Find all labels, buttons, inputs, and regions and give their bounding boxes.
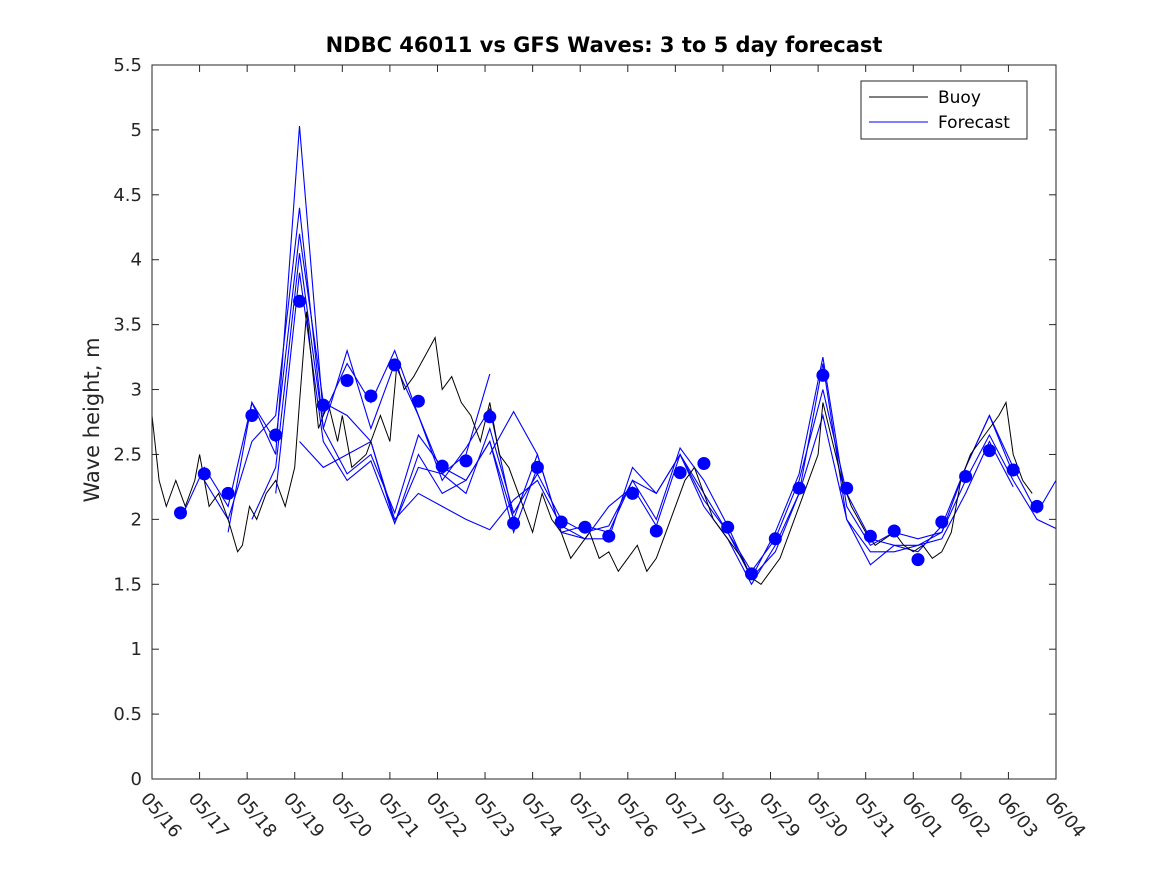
legend-box [860,80,1028,140]
forecast-point [649,524,663,538]
y-tick-label: 0 [131,769,142,790]
forecast-point [340,374,354,387]
forecast-point [1006,463,1020,477]
forecast-point [602,529,616,543]
forecast-point [435,459,449,473]
buoy-line [151,311,1033,585]
forecast-point [745,567,758,581]
forecast-point [840,481,854,495]
forecast-point [459,454,473,468]
forecast-point [626,486,639,500]
y-tick-label: 4.5 [113,185,142,206]
forecast-point [935,515,949,529]
forecast-point [982,444,996,458]
forecast-point [911,553,925,567]
plot-frame [151,64,1057,780]
legend-forecast-label: Forecast [938,113,1010,133]
forecast-point [697,457,711,470]
plot-area [152,65,1056,779]
y-tick-label: 4 [131,250,142,271]
y-tick-label: 5.5 [113,55,142,76]
forecast-point [316,398,330,412]
forecast-point [673,466,687,480]
forecast-point [364,389,378,403]
forecast-point [887,524,901,538]
legend-buoy-label: Buoy [938,88,981,108]
y-tick-label: 3.5 [113,315,142,336]
forecast-line [203,207,515,521]
y-tick-label: 0.5 [113,704,142,725]
forecast-point [816,368,830,382]
forecast-point [411,394,425,408]
forecast-point [507,516,521,530]
forecast-point [863,529,877,543]
forecast-point [197,467,211,481]
y-tick-label: 1.5 [113,574,142,595]
chart-title: NDBC 46011 vs GFS Waves: 3 to 5 day fore… [326,33,883,57]
forecast-point [959,470,973,483]
forecast-point [245,409,259,422]
y-tick-label: 3 [131,380,142,401]
y-tick-label: 5 [131,120,142,141]
forecast-point [768,532,782,546]
forecast-point [483,410,497,424]
forecast-point [221,486,235,500]
forecast-point [578,520,592,534]
y-tick-label: 2.5 [113,444,142,465]
legend: Buoy Forecast [860,80,1028,140]
forecast-point [530,460,544,474]
forecast-point [721,520,735,534]
y-axis-ticks: 0 0.5 1 1.5 2 2.5 3 3.5 4 4.5 5 5.5 [113,55,1056,790]
forecast-point [792,481,806,495]
plot-series [151,125,1057,586]
forecast-point [388,358,402,372]
forecast-point [293,294,306,308]
forecast-point [554,515,568,529]
y-tick-label: 1 [131,639,142,660]
y-axis-label: Wave height, m [80,337,104,502]
y-tick-label: 2 [131,509,142,530]
forecast-point [269,428,283,442]
forecast-point [1030,499,1044,513]
forecast-point [174,506,187,520]
